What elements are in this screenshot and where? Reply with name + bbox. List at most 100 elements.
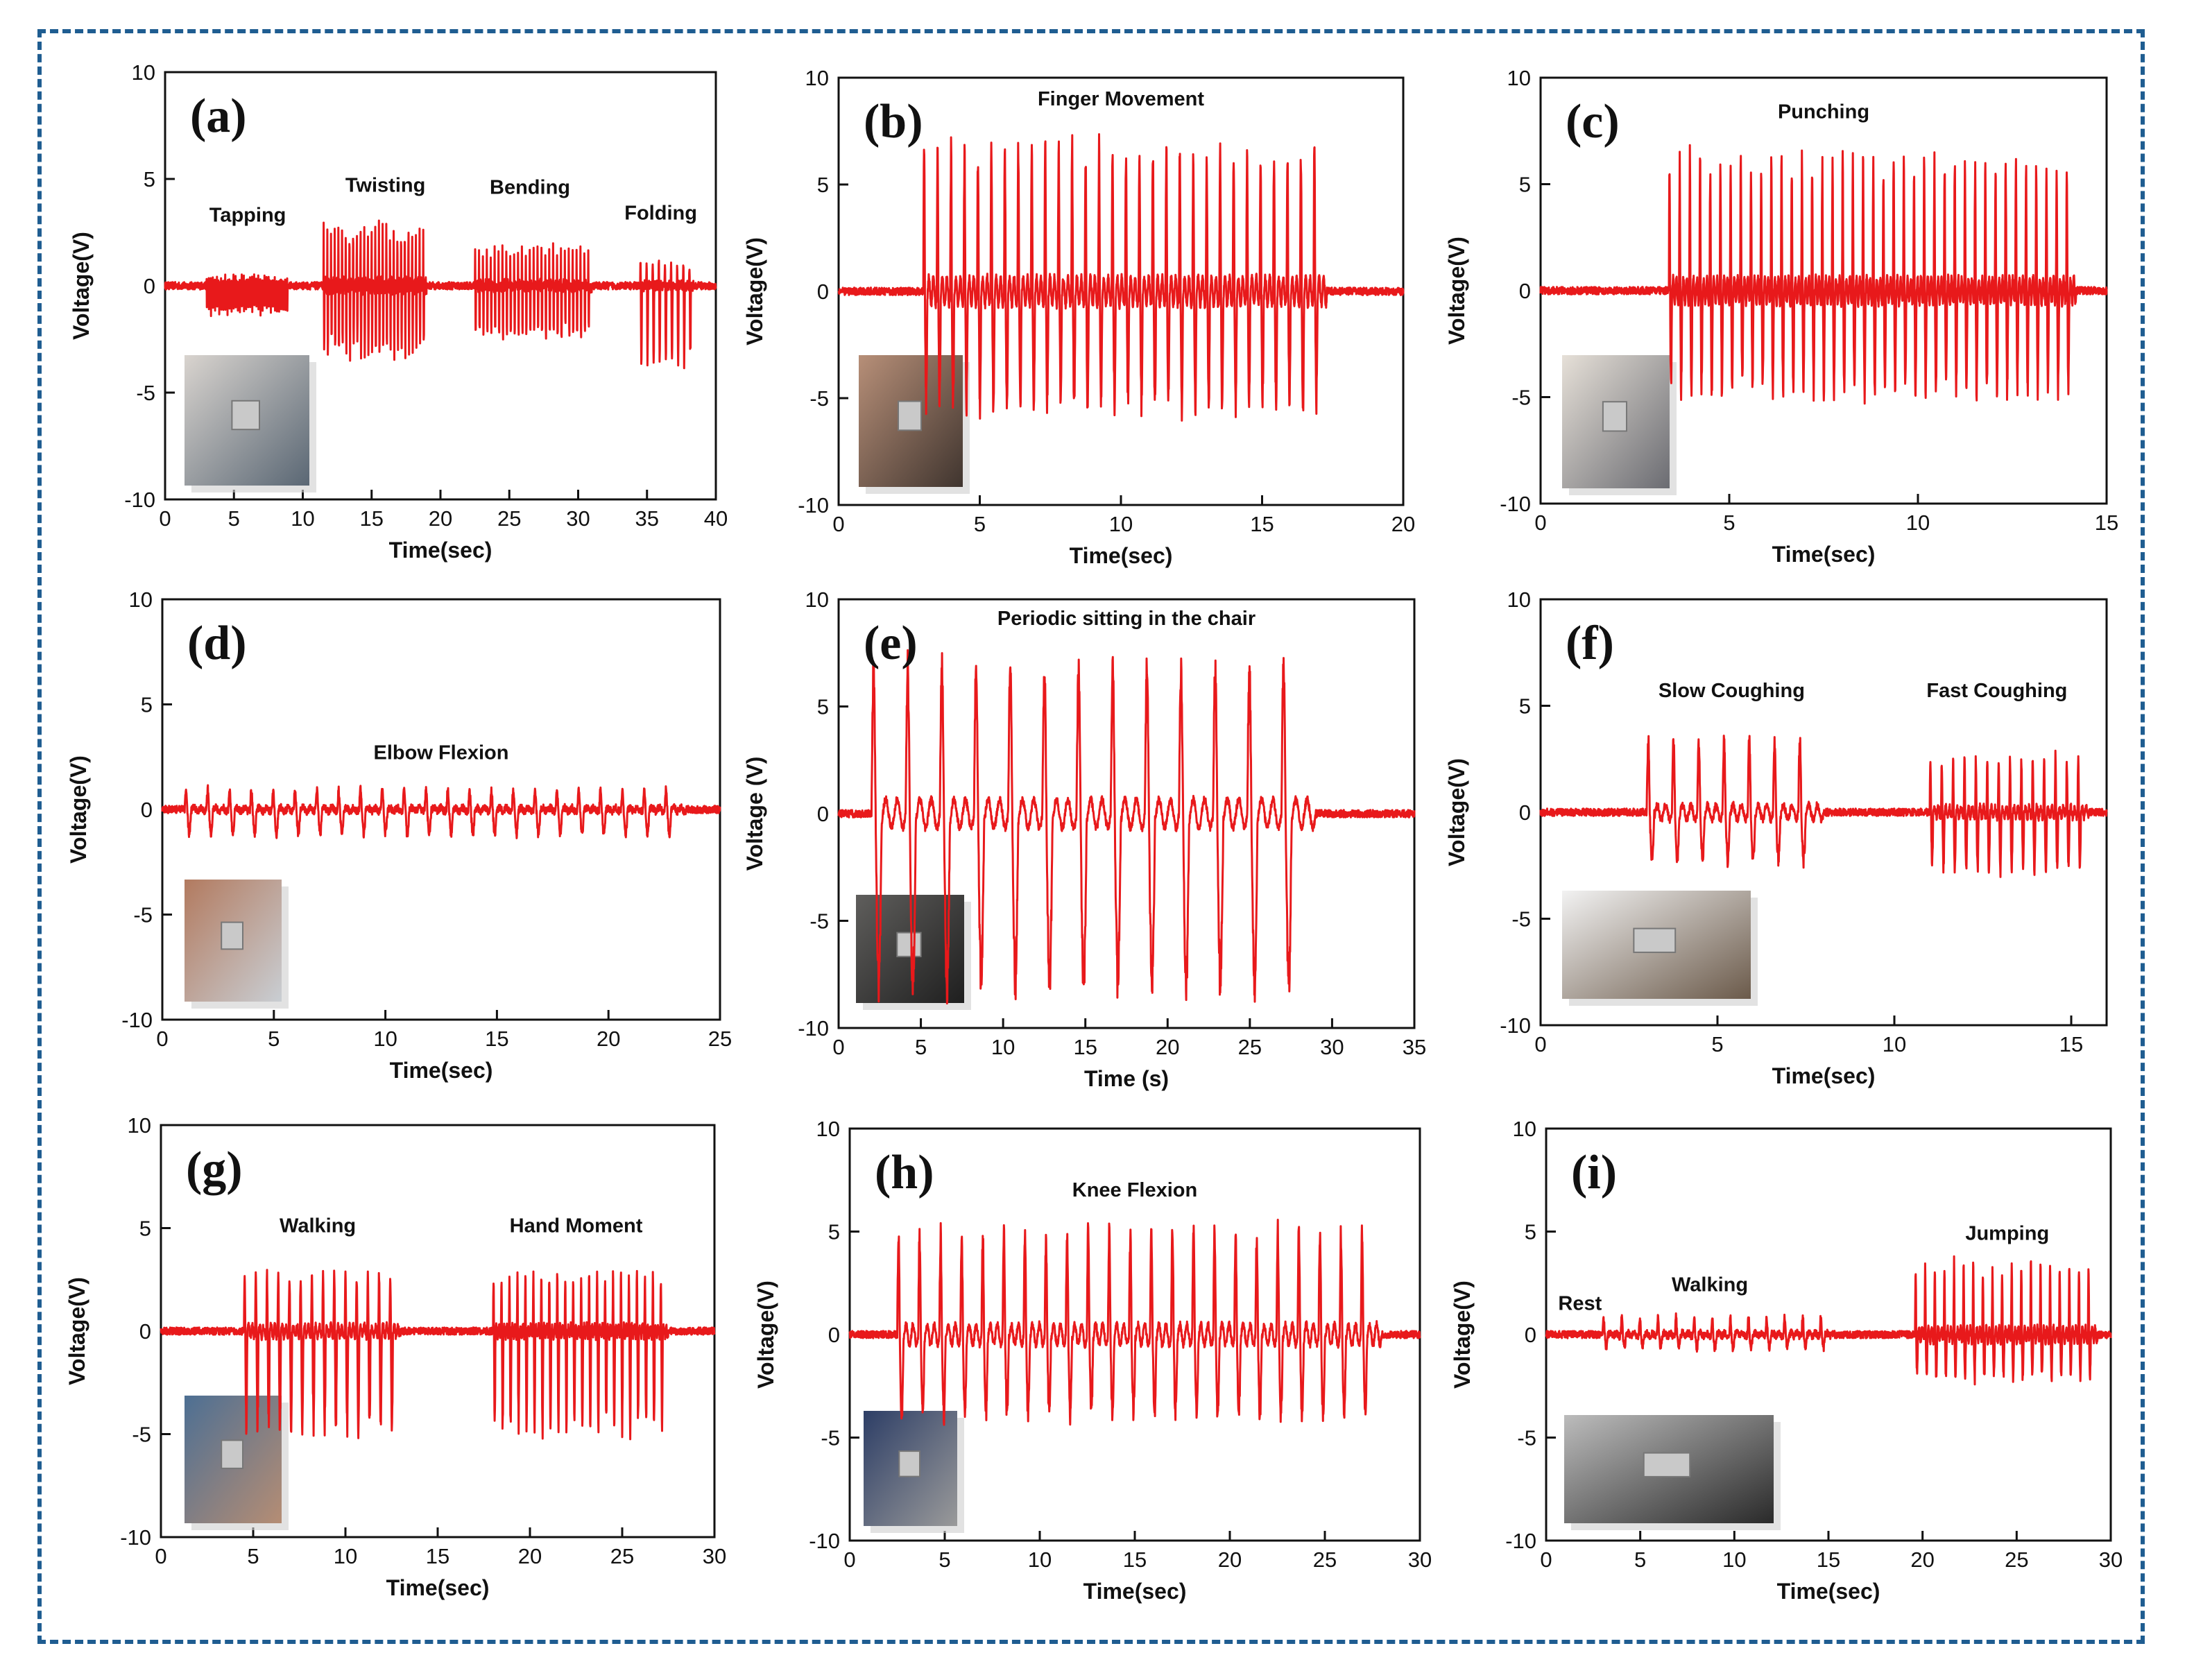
panel-title: Finger Movement xyxy=(1038,88,1204,110)
x-tick-label: 15 xyxy=(2095,511,2118,535)
activity-label: Tapping xyxy=(209,205,286,227)
x-tick-label: 5 xyxy=(1711,1032,1723,1056)
signal-series-line xyxy=(1545,1255,2112,1386)
x-tick-label: 5 xyxy=(1634,1548,1646,1572)
signal-series-line xyxy=(164,219,717,370)
x-tick-label: 20 xyxy=(1156,1035,1179,1059)
panel-letter: (b) xyxy=(864,95,923,148)
activity-label: Twisting xyxy=(345,174,425,196)
y-tick-label: 5 xyxy=(1519,173,1531,197)
activity-label: Bending xyxy=(490,177,570,199)
sensor-patch-icon xyxy=(1643,1452,1691,1477)
activity-label: Hand Moment xyxy=(510,1215,643,1237)
x-tick-label: 0 xyxy=(832,1035,844,1059)
y-tick-label: 10 xyxy=(128,1113,151,1138)
signal-series-line xyxy=(837,133,1405,422)
y-tick-label: 10 xyxy=(805,588,829,612)
y-axis-label: Voltage(V) xyxy=(1444,758,1469,866)
sensor-patch-icon xyxy=(898,400,922,431)
x-tick-label: 0 xyxy=(1540,1548,1552,1572)
x-tick-label: 25 xyxy=(610,1544,634,1568)
chart-panel: 0 5 10 15 20 25 30 -10 -5 0 5 10 Time(sec) Voltage(V)… xyxy=(65,1113,726,1600)
y-axis-label: Voltage(V) xyxy=(66,755,91,864)
x-axis-label: Time(sec) xyxy=(1070,543,1173,568)
panel-letter: (a) xyxy=(190,89,247,143)
x-tick-label: 30 xyxy=(2099,1548,2123,1572)
y-tick-label: 10 xyxy=(1507,588,1531,612)
y-axis-label: Voltage (V) xyxy=(742,757,767,871)
sensor-patch-icon xyxy=(898,1450,921,1477)
y-tick-label: 0 xyxy=(1519,279,1531,303)
panel-letter: (d) xyxy=(187,617,247,670)
y-axis-label: Voltage(V) xyxy=(69,232,94,340)
x-tick-label: 15 xyxy=(1817,1548,1840,1572)
y-tick-label: -10 xyxy=(1500,1013,1531,1038)
x-tick-label: 25 xyxy=(708,1027,732,1051)
y-tick-label: -10 xyxy=(798,1016,829,1040)
sensor-patch-icon xyxy=(1602,401,1627,432)
x-tick-label: 20 xyxy=(1391,512,1415,536)
x-tick-label: 25 xyxy=(2005,1548,2028,1572)
x-tick-label: 5 xyxy=(974,512,986,536)
y-tick-label: -5 xyxy=(1511,907,1531,932)
y-tick-label: 0 xyxy=(828,1323,840,1347)
y-tick-label: 5 xyxy=(141,693,153,717)
y-tick-label: 5 xyxy=(139,1217,151,1241)
x-tick-label: 10 xyxy=(291,506,314,531)
x-tick-label: 15 xyxy=(1250,512,1274,536)
panel-title: Knee Flexion xyxy=(1072,1179,1198,1201)
y-tick-label: -10 xyxy=(120,1525,151,1550)
activity-label: Slow Coughing xyxy=(1659,680,1805,702)
x-tick-label: 5 xyxy=(228,506,240,531)
chart-panel: 0 5 10 15 20 -10 -5 0 5 10 Time(sec) Voltage(V) (b) F… xyxy=(742,66,1415,568)
x-tick-label: 15 xyxy=(2059,1032,2083,1056)
sensor-patch-icon xyxy=(896,932,922,957)
signal-series-line xyxy=(160,1269,716,1441)
y-tick-label: -10 xyxy=(1505,1529,1536,1553)
x-axis-label: Time(sec) xyxy=(1083,1579,1187,1604)
y-tick-label: -5 xyxy=(1517,1426,1536,1450)
x-tick-label: 10 xyxy=(1722,1548,1746,1572)
x-axis-label: Time(sec) xyxy=(386,1575,490,1600)
activity-label: Walking xyxy=(1672,1274,1748,1296)
x-tick-label: 0 xyxy=(1534,1032,1546,1056)
x-tick-label: 15 xyxy=(485,1027,508,1051)
y-tick-label: 10 xyxy=(805,66,829,90)
x-tick-label: 0 xyxy=(832,512,844,536)
y-tick-label: -10 xyxy=(121,1008,153,1032)
y-tick-label: 5 xyxy=(828,1220,840,1244)
y-tick-label: 10 xyxy=(132,60,155,85)
y-tick-label: 5 xyxy=(1525,1220,1536,1244)
y-tick-label: -10 xyxy=(1500,492,1531,516)
sensor-patch-icon xyxy=(221,921,244,950)
y-tick-label: -5 xyxy=(136,381,155,405)
x-tick-label: 25 xyxy=(1238,1035,1262,1059)
x-tick-label: 0 xyxy=(159,506,171,531)
panel-letter: (g) xyxy=(186,1142,243,1196)
chart-panel: 0 5 10 15 20 25 30 -10 -5 0 5 10 Time(sec) Voltage(V)… xyxy=(753,1117,1432,1604)
y-tick-label: 0 xyxy=(139,1319,151,1344)
panel-title: Elbow Flexion xyxy=(374,742,509,764)
figure-frame xyxy=(37,29,2145,1644)
x-tick-label: 40 xyxy=(704,506,728,531)
x-tick-label: 5 xyxy=(1723,511,1735,535)
x-tick-label: 10 xyxy=(373,1027,397,1051)
activity-label: Walking xyxy=(280,1215,356,1237)
y-tick-label: -5 xyxy=(821,1426,840,1450)
chart-panel: 0 5 10 15 20 25 30 -10 -5 0 5 10 Time(sec) Voltage(V)… xyxy=(1450,1117,2123,1604)
y-tick-label: -5 xyxy=(133,903,153,927)
x-tick-label: 15 xyxy=(426,1544,449,1568)
x-tick-label: 30 xyxy=(1320,1035,1344,1059)
y-tick-label: -5 xyxy=(809,909,829,934)
panel-letter: (f) xyxy=(1566,617,1614,670)
x-tick-label: 10 xyxy=(991,1035,1015,1059)
activity-label: Jumping xyxy=(1965,1222,2049,1244)
panel-letter: (i) xyxy=(1571,1146,1617,1199)
x-tick-label: 0 xyxy=(155,1544,166,1568)
y-tick-label: 5 xyxy=(817,695,829,719)
x-axis-label: Time (s) xyxy=(1084,1066,1169,1091)
activity-label: Rest xyxy=(1558,1292,1602,1314)
x-axis-label: Time(sec) xyxy=(1772,1063,1876,1088)
x-tick-label: 15 xyxy=(1073,1035,1097,1059)
y-axis-label: Voltage(V) xyxy=(1444,237,1469,345)
